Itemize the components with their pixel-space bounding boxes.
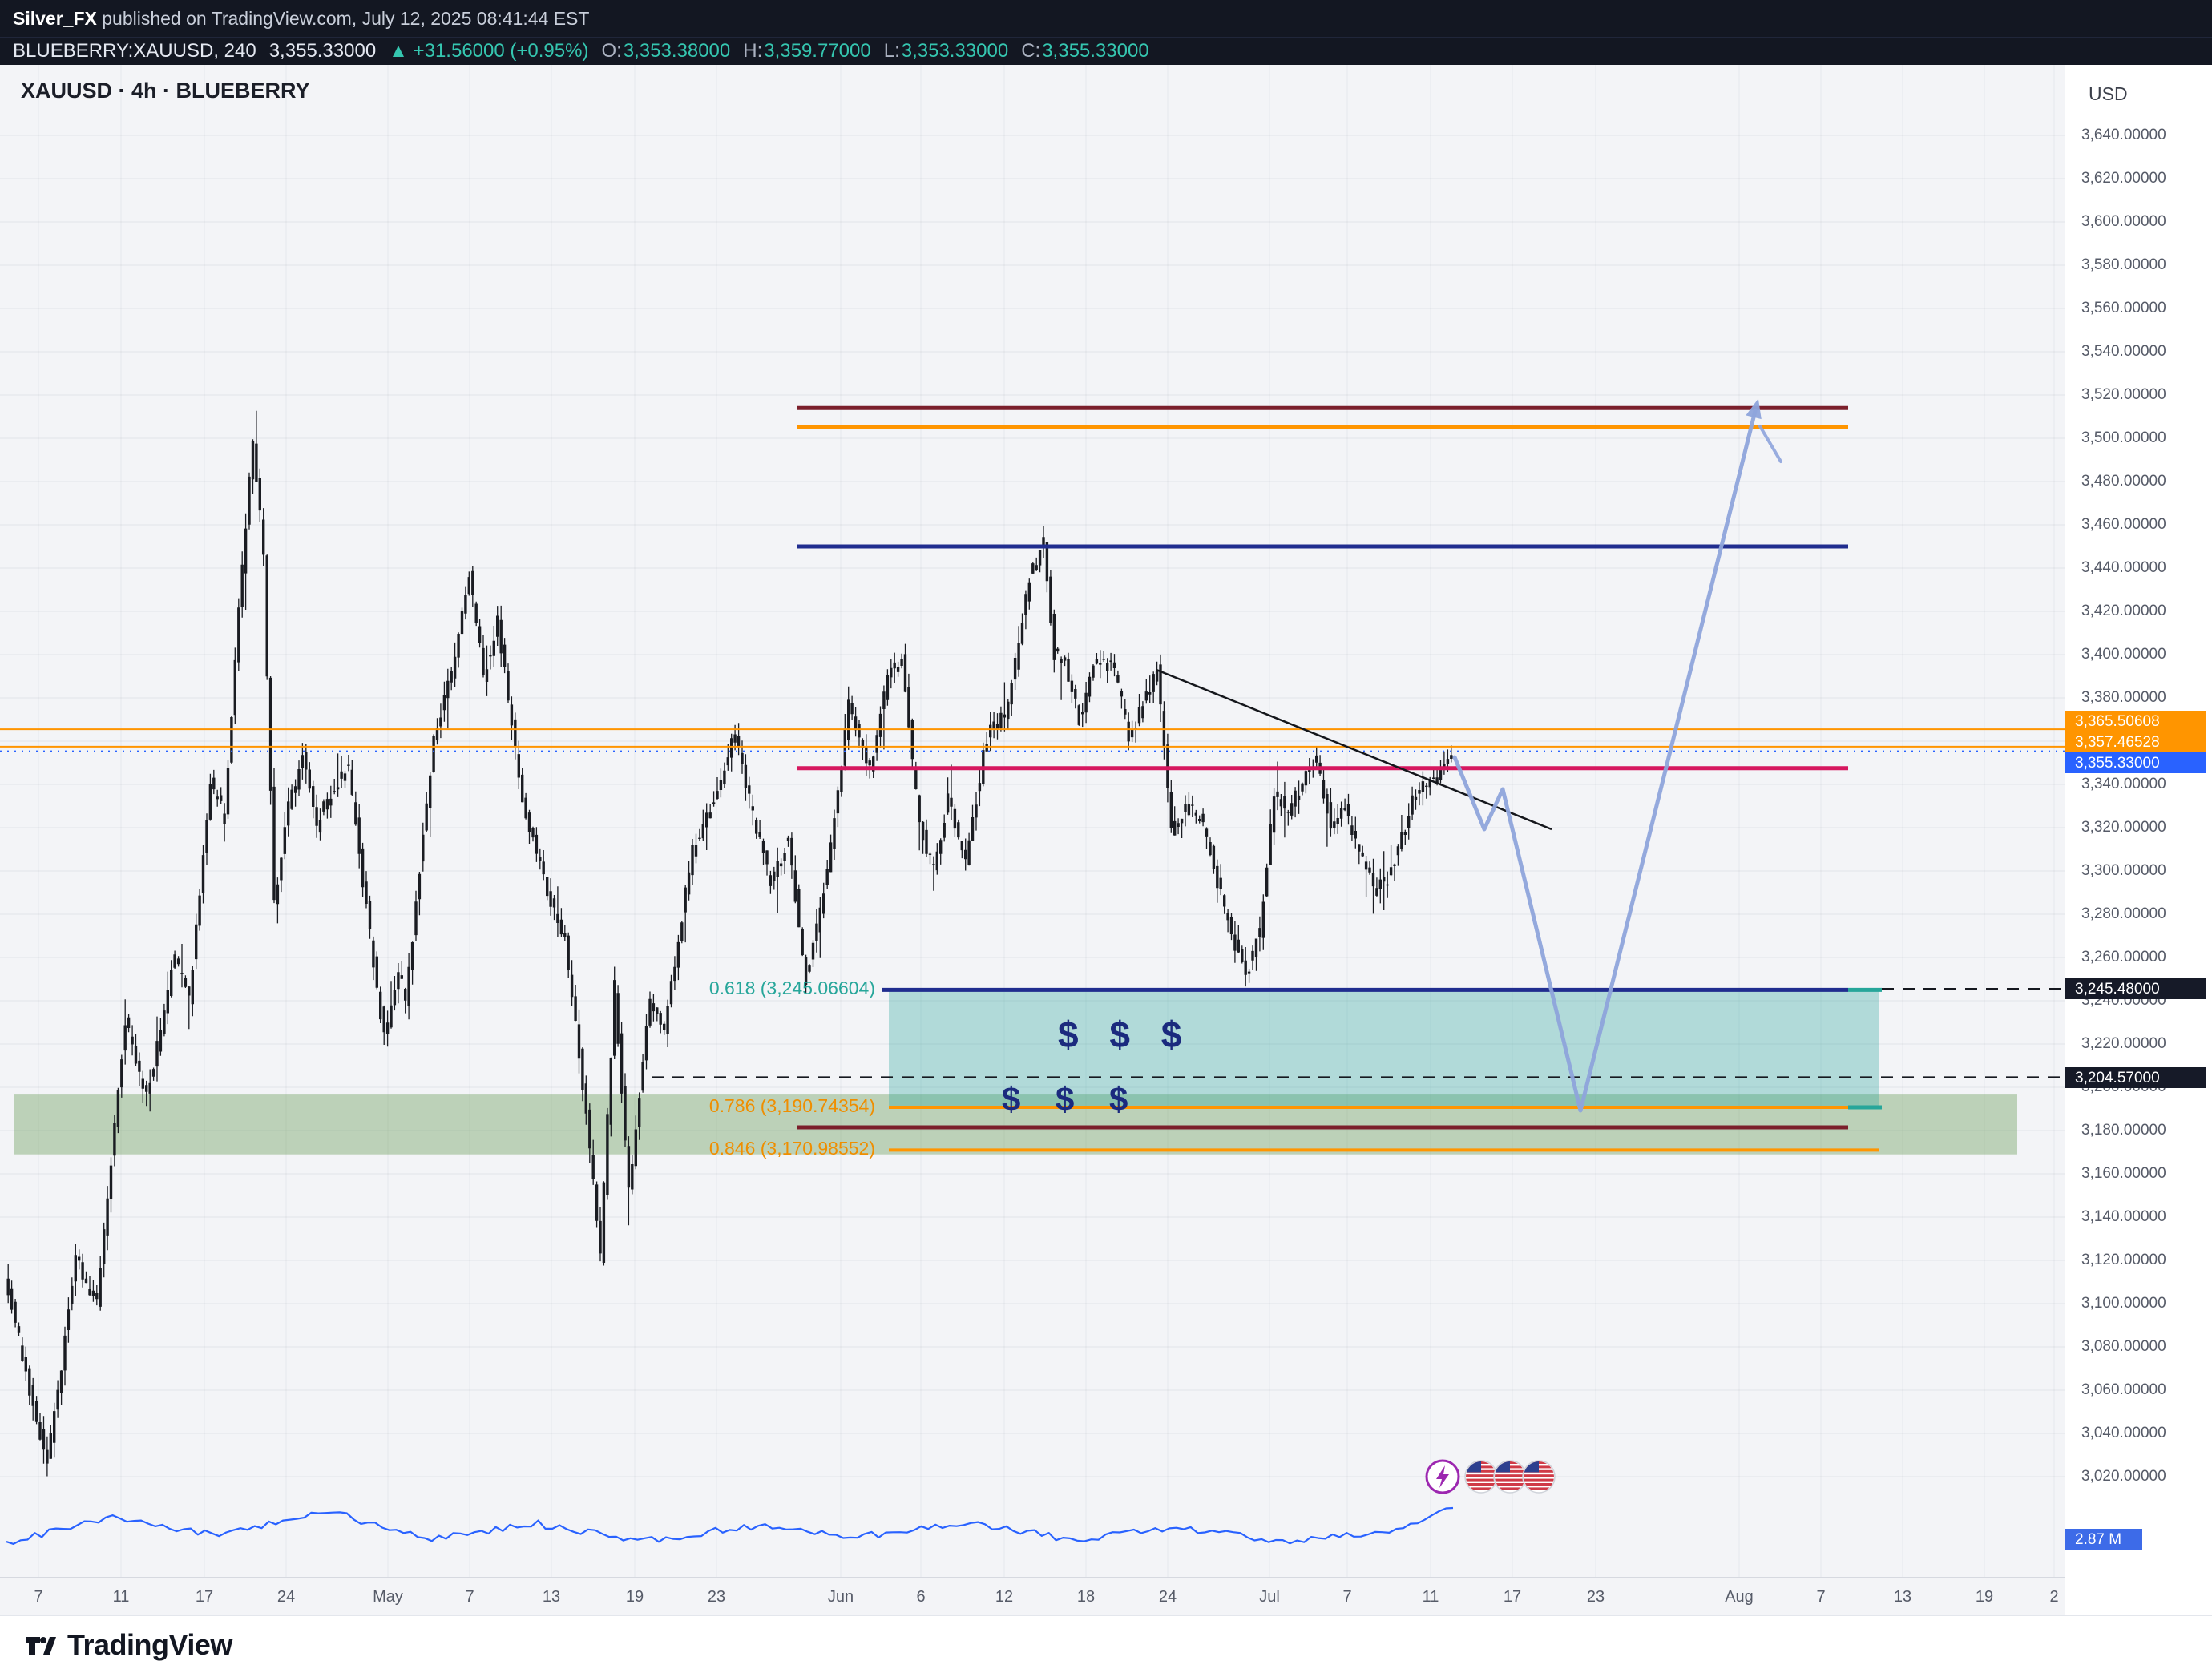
us-flag-emoji-icon <box>1494 1461 1526 1493</box>
quote-high: H: 3,359.77000 <box>743 40 871 62</box>
publish-header: Silver_FX published on TradingView.com, … <box>0 0 2212 37</box>
price-axis-label: 3,460.00000 <box>2081 516 2166 533</box>
price-axis-label: 3,480.00000 <box>2081 473 2166 490</box>
time-axis-label: Aug <box>1725 1588 1754 1606</box>
time-axis-label: 7 <box>1816 1588 1826 1606</box>
time-axis[interactable]: 7 11 17 24 May 7 13 19 23 Jun 6 12 18 24 Jul 7 11 17 23 Aug… <box>0 1577 2212 1615</box>
time-axis-label: 11 <box>1422 1588 1439 1606</box>
time-axis-label: 18 <box>1076 1588 1096 1606</box>
time-axis-label: 24 <box>1158 1588 1177 1606</box>
price-axis-label: 3,400.00000 <box>2081 646 2166 663</box>
quote-low: L: 3,353.33000 <box>883 40 1009 62</box>
time-axis-label: 17 <box>1503 1588 1522 1606</box>
price-axis-label: 3,440.00000 <box>2081 559 2166 576</box>
fib-level-label: 0.786 (3,190.74354) <box>708 1095 875 1116</box>
time-axis-label: 12 <box>995 1588 1014 1606</box>
chart-legend-title[interactable]: XAUUSD · 4h · BLUEBERRY <box>21 79 310 103</box>
price-axis-label: 3,300.00000 <box>2081 862 2166 879</box>
us-flag-emoji-icon <box>1465 1461 1497 1493</box>
price-axis-label: 3,060.00000 <box>2081 1381 2166 1398</box>
time-axis-label: 19 <box>1975 1588 1994 1606</box>
time-axis-label: 23 <box>1586 1588 1605 1606</box>
price-axis-label: 3,220.00000 <box>2081 1035 2166 1052</box>
price-axis-label: 3,560.00000 <box>2081 300 2166 316</box>
time-axis-label: 19 <box>625 1588 644 1606</box>
symbol-quote-bar: BLUEBERRY:XAUUSD, 240 3,355.33000 ▲ +31.… <box>0 37 2212 65</box>
lightning-emoji-icon <box>1425 1459 1460 1494</box>
price-axis-label: 3,380.00000 <box>2081 689 2166 706</box>
price-axis[interactable]: 3,640.00000 3,620.00000 3,600.00000 3,580.0… <box>2065 65 2212 1577</box>
price-axis-label: 3,160.00000 <box>2081 1165 2166 1182</box>
price-axis-label: 3,100.00000 <box>2081 1295 2166 1312</box>
price-axis-label: 3,120.00000 <box>2081 1252 2166 1268</box>
fib-level-label: 0.618 (3,245.06604) <box>708 978 875 999</box>
tradingview-brand-text[interactable]: TradingView <box>67 1627 232 1661</box>
time-axis-label: 13 <box>542 1588 561 1606</box>
price-axis-label: 3,580.00000 <box>2081 256 2166 273</box>
time-axis-label: 2 <box>2049 1588 2059 1606</box>
chart-plot-background <box>0 65 2065 1577</box>
alert-price-badge-2: 3,357.46528 <box>2065 731 2206 752</box>
price-axis-label: 3,520.00000 <box>2081 386 2166 403</box>
quote-close: C: 3,355.33000 <box>1021 40 1149 62</box>
target-price-badge-2: 3,204.57000 <box>2065 1066 2206 1088</box>
time-axis-label: 11 <box>112 1588 130 1606</box>
target-price-badge-1: 3,245.48000 <box>2065 978 2206 1000</box>
time-axis-label: 6 <box>916 1588 926 1606</box>
price-axis-label: 3,600.00000 <box>2081 213 2166 230</box>
price-axis-label: 3,140.00000 <box>2081 1208 2166 1225</box>
last-price-badge: 3,355.33000 <box>2065 752 2206 773</box>
price-axis-label: 3,620.00000 <box>2081 170 2166 187</box>
price-axis-label: 3,420.00000 <box>2081 603 2166 619</box>
time-axis-label: 23 <box>707 1588 726 1606</box>
tradingview-logo-icon[interactable] <box>21 1627 56 1663</box>
time-axis-label: May <box>373 1588 403 1606</box>
price-axis-label: 3,340.00000 <box>2081 776 2166 792</box>
footer-bar: TradingView <box>0 1615 2212 1673</box>
time-axis-label: 24 <box>276 1588 296 1606</box>
emoji-annotation-strip[interactable] <box>1423 1457 1576 1497</box>
price-axis-label: 3,320.00000 <box>2081 819 2166 836</box>
price-change: ▲ +31.56000 (+0.95%) <box>389 40 589 62</box>
fib-level-label: 0.846 (3,170.98552) <box>708 1138 875 1159</box>
publish-info: published on TradingView.com, July 12, 2… <box>96 7 590 29</box>
price-axis-label: 3,040.00000 <box>2081 1425 2166 1441</box>
quote-open: O: 3,353.38000 <box>601 40 731 62</box>
time-axis-label: 17 <box>195 1588 214 1606</box>
alert-price-badge-1: 3,365.50608 <box>2065 711 2206 732</box>
price-axis-label: 3,540.00000 <box>2081 343 2166 360</box>
axis-corner <box>2065 1577 2212 1615</box>
price-axis-label: 3,080.00000 <box>2081 1338 2166 1355</box>
price-axis-label: 3,280.00000 <box>2081 905 2166 922</box>
last-price: 3,355.33000 <box>268 40 377 62</box>
price-axis-label: 3,180.00000 <box>2081 1122 2166 1139</box>
time-axis-label: Jun <box>827 1588 854 1606</box>
time-axis-label: 7 <box>465 1588 474 1606</box>
time-axis-label: Jul <box>1259 1588 1280 1606</box>
time-axis-label: 7 <box>34 1588 43 1606</box>
currency-label: USD <box>2089 83 2128 104</box>
price-axis-label: 3,640.00000 <box>2081 127 2166 143</box>
price-axis-label: 3,500.00000 <box>2081 429 2166 446</box>
us-flag-emoji-icon <box>1523 1461 1555 1493</box>
publisher-name: Silver_FX <box>13 7 97 29</box>
volume-badge: 2.87 M <box>2065 1529 2142 1550</box>
time-axis-label: 7 <box>1342 1588 1352 1606</box>
dollar-annotation-row2[interactable]: $ $ $ <box>1002 1080 1128 1118</box>
symbol-name[interactable]: BLUEBERRY:XAUUSD, 240 <box>13 40 256 62</box>
time-axis-label: 13 <box>1893 1588 1912 1606</box>
price-axis-label: 3,020.00000 <box>2081 1468 2166 1485</box>
price-axis-label: 3,260.00000 <box>2081 949 2166 966</box>
dollar-annotation-row1[interactable]: $ $ $ <box>1058 1014 1182 1055</box>
